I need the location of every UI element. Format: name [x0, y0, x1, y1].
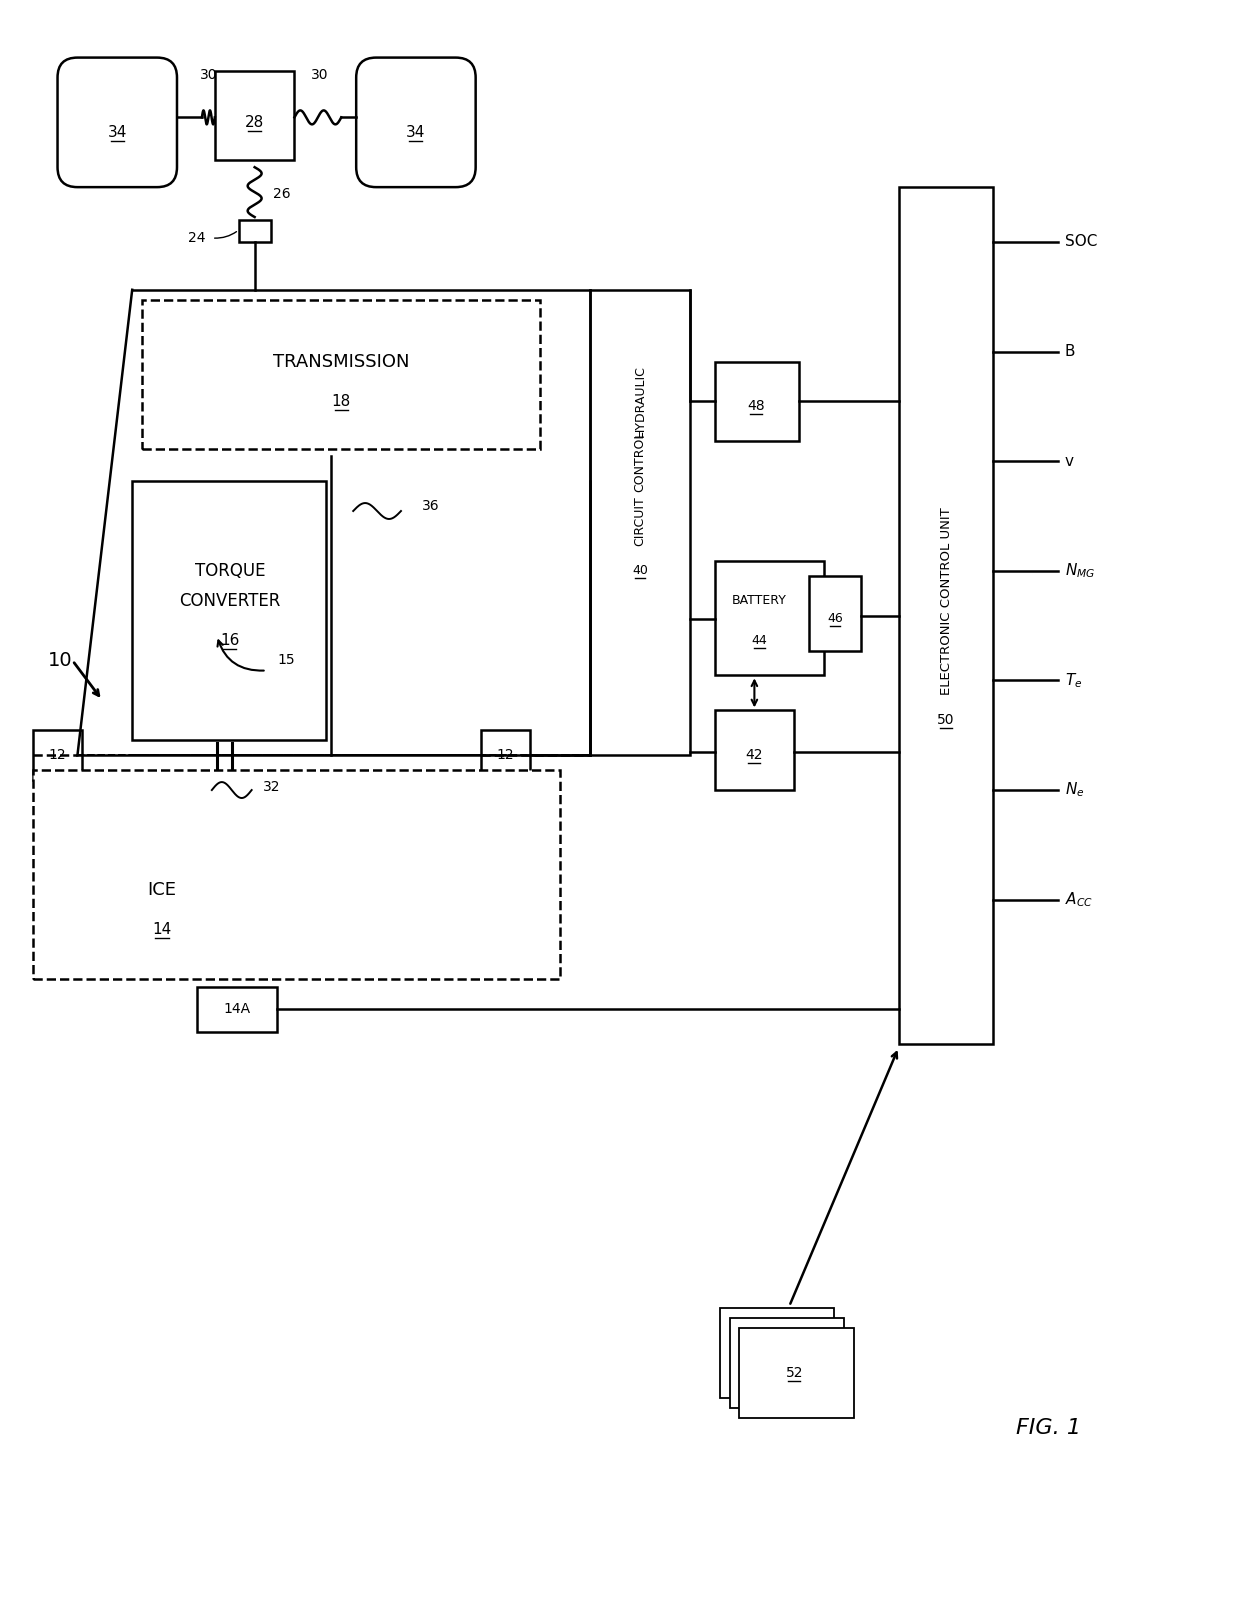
Text: 34: 34 — [108, 125, 126, 140]
Text: 44: 44 — [751, 635, 768, 648]
Bar — [32, 730, 82, 779]
Text: $T_e$: $T_e$ — [1065, 672, 1083, 689]
Text: 52: 52 — [785, 1366, 804, 1380]
FancyBboxPatch shape — [57, 58, 177, 186]
Bar — [197, 987, 277, 1032]
Text: 30: 30 — [310, 67, 329, 82]
Text: HYDRAULIC: HYDRAULIC — [634, 365, 646, 437]
Text: $N_e$: $N_e$ — [1065, 781, 1085, 799]
Text: 15: 15 — [278, 654, 295, 667]
Bar — [481, 730, 531, 779]
Text: $N_{MG}$: $N_{MG}$ — [1065, 561, 1095, 580]
Bar — [714, 362, 800, 442]
Text: 26: 26 — [273, 186, 290, 201]
Text: 48: 48 — [748, 400, 765, 413]
Text: 28: 28 — [246, 114, 264, 130]
Text: 16: 16 — [219, 633, 239, 648]
Text: 14A: 14A — [223, 1003, 250, 1016]
Bar — [239, 220, 270, 243]
Bar — [899, 186, 993, 1045]
Text: CONTROL: CONTROL — [634, 431, 646, 492]
Text: SOC: SOC — [1065, 235, 1097, 249]
Text: CIRCUIT: CIRCUIT — [634, 497, 646, 546]
Bar — [133, 480, 326, 741]
Text: 50: 50 — [937, 714, 955, 728]
Text: 40: 40 — [632, 564, 647, 577]
Text: 10: 10 — [48, 651, 73, 670]
Bar — [590, 289, 689, 755]
Bar — [719, 1308, 835, 1398]
Text: TORQUE: TORQUE — [195, 562, 265, 580]
Bar — [729, 1318, 844, 1408]
Text: 24: 24 — [188, 231, 206, 244]
Text: 46: 46 — [827, 612, 843, 625]
Bar — [714, 710, 794, 791]
Text: v: v — [1065, 453, 1074, 469]
FancyBboxPatch shape — [356, 58, 476, 186]
Text: 36: 36 — [422, 500, 440, 513]
Text: 12: 12 — [497, 749, 515, 762]
Text: CONVERTER: CONVERTER — [179, 591, 280, 609]
Text: 18: 18 — [331, 394, 351, 408]
Text: 30: 30 — [200, 67, 217, 82]
Text: 42: 42 — [745, 749, 763, 762]
Bar — [215, 71, 294, 161]
Text: 32: 32 — [263, 779, 280, 794]
Text: ICE: ICE — [148, 881, 176, 898]
Bar — [143, 301, 541, 450]
Text: B: B — [1065, 344, 1075, 358]
Text: BATTERY: BATTERY — [732, 595, 787, 607]
Text: FIG. 1: FIG. 1 — [1016, 1417, 1080, 1438]
Text: 34: 34 — [407, 125, 425, 140]
Text: 14: 14 — [153, 922, 171, 937]
Text: ELECTRONIC CONTROL UNIT: ELECTRONIC CONTROL UNIT — [940, 506, 952, 694]
Text: $A_{CC}$: $A_{CC}$ — [1065, 890, 1094, 910]
Bar — [714, 561, 825, 675]
Bar — [739, 1327, 854, 1417]
Bar — [810, 575, 861, 651]
Text: 12: 12 — [48, 749, 67, 762]
Bar — [32, 770, 560, 979]
Text: TRANSMISSION: TRANSMISSION — [273, 352, 409, 371]
